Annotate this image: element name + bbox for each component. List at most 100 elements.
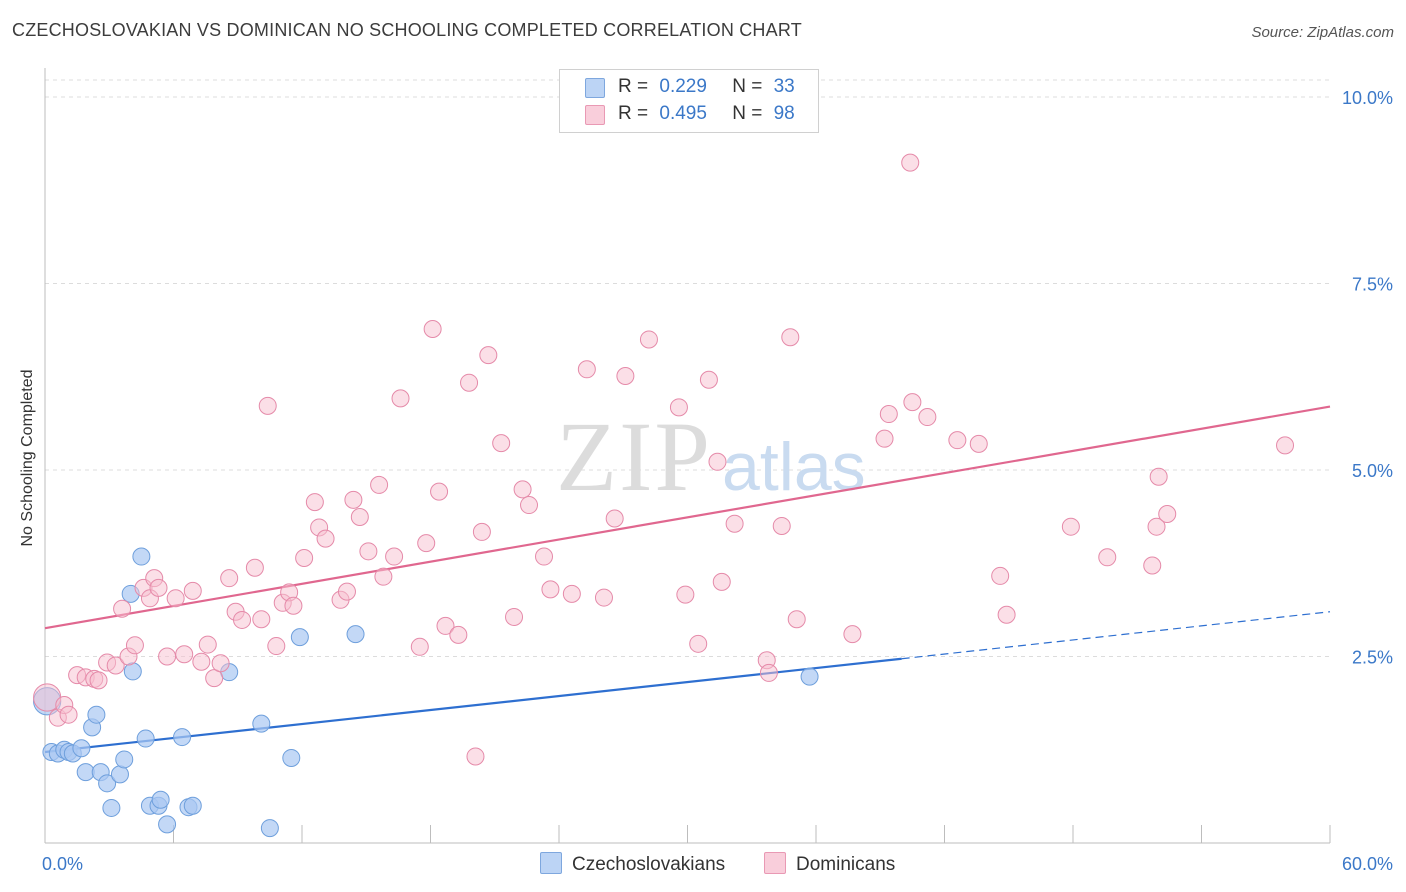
point-pink <box>725 514 744 533</box>
point-blue <box>123 662 142 681</box>
point-blue <box>800 667 819 686</box>
point-pink <box>149 578 168 597</box>
point-pink <box>417 534 436 553</box>
x-tick-label-max: 60.0% <box>1342 854 1393 874</box>
correlation-legend: R = 0.229 N = 33 R = 0.495 N = 98 <box>559 69 819 133</box>
point-pink <box>410 637 429 656</box>
point-pink <box>689 634 708 653</box>
point-pink <box>676 585 695 604</box>
point-pink <box>492 434 511 453</box>
watermark-atlas: atlas <box>722 429 866 505</box>
point-pink <box>991 566 1010 585</box>
point-pink <box>205 669 224 688</box>
point-pink <box>875 429 894 448</box>
legend-r-label: R = <box>618 76 649 97</box>
point-pink <box>472 522 491 541</box>
chart-title: CZECHOSLOVAKIAN VS DOMINICAN NO SCHOOLIN… <box>12 20 802 40</box>
point-pink <box>284 596 303 615</box>
legend-n-label: N = <box>732 103 763 124</box>
bottom-legend-label: Czechoslovakians <box>572 854 726 875</box>
point-pink <box>1143 556 1162 575</box>
point-pink <box>370 475 389 494</box>
point-pink <box>359 542 378 561</box>
point-pink <box>220 569 239 588</box>
legend-r-label: R = <box>618 103 649 124</box>
point-pink <box>183 581 202 600</box>
point-pink <box>948 431 967 450</box>
point-pink <box>385 547 404 566</box>
point-pink <box>113 599 132 618</box>
point-pink <box>258 396 277 415</box>
point-blue <box>158 815 177 834</box>
point-pink <box>374 567 393 586</box>
tick-labels: 2.5% 5.0% 7.5% 10.0% 0.0% 60.0% <box>42 88 1393 874</box>
trend-line-pink <box>44 405 1331 630</box>
point-blue <box>183 796 202 815</box>
point-pink <box>787 610 806 629</box>
point-pink <box>198 635 217 654</box>
point-pink <box>605 509 624 528</box>
point-pink <box>295 549 314 568</box>
point-pink <box>535 547 554 566</box>
point-pink <box>1149 467 1168 486</box>
point-pink <box>879 405 898 424</box>
point-pink <box>423 320 442 339</box>
point-pink <box>252 610 271 629</box>
bottom-legend-dominicans[interactable]: Dominicans <box>764 852 895 876</box>
legend-n-value: 33 <box>773 76 795 97</box>
legend-swatch-blue <box>585 78 605 98</box>
point-pink <box>391 389 410 408</box>
data-points <box>33 153 1295 838</box>
point-blue <box>115 750 134 769</box>
series-dominicans <box>33 153 1295 766</box>
point-pink <box>166 589 185 608</box>
gridlines <box>45 79 1330 657</box>
point-pink <box>616 367 635 386</box>
point-blue <box>252 714 271 733</box>
bottom-legend-swatch-blue <box>540 852 562 874</box>
point-pink <box>1098 548 1117 567</box>
point-pink <box>997 605 1016 624</box>
point-blue <box>87 705 106 724</box>
point-blue <box>136 729 155 748</box>
point-pink <box>106 656 125 675</box>
point-pink <box>337 582 356 601</box>
point-pink <box>430 482 449 501</box>
point-pink <box>541 580 560 599</box>
x-tick-label-min: 0.0% <box>42 854 83 874</box>
point-pink <box>449 625 468 644</box>
legend-r-value: 0.229 <box>659 76 707 97</box>
point-pink <box>267 637 286 656</box>
legend-n-value: 98 <box>773 103 795 124</box>
legend-row-czechoslovakians: R = 0.229 N = 33 <box>585 76 795 98</box>
point-pink <box>460 373 479 392</box>
y-tick-label: 2.5% <box>1352 648 1393 668</box>
point-pink <box>59 705 78 724</box>
point-pink <box>175 645 194 664</box>
point-pink <box>903 393 922 412</box>
point-pink <box>759 663 778 682</box>
point-pink <box>192 652 211 671</box>
point-pink <box>125 636 144 655</box>
point-pink <box>1061 517 1080 536</box>
watermark: ZIP atlas <box>556 401 866 512</box>
y-tick-label: 10.0% <box>1342 88 1393 108</box>
point-pink <box>520 496 539 515</box>
point-pink <box>639 330 658 349</box>
point-pink <box>781 328 800 347</box>
point-pink <box>669 398 688 417</box>
point-pink <box>350 507 369 526</box>
point-pink <box>505 607 524 626</box>
point-blue <box>72 739 91 758</box>
bottom-legend-czechoslovakians[interactable]: Czechoslovakians <box>540 852 725 876</box>
point-blue <box>110 765 129 784</box>
point-pink <box>772 516 791 535</box>
point-pink <box>344 490 363 509</box>
point-pink <box>211 654 230 673</box>
y-tick-label: 5.0% <box>1352 461 1393 481</box>
point-pink <box>1147 517 1166 536</box>
point-pink <box>708 452 727 471</box>
trend-line-extension-blue <box>901 611 1331 660</box>
point-pink <box>479 346 498 365</box>
point-pink <box>562 584 581 603</box>
